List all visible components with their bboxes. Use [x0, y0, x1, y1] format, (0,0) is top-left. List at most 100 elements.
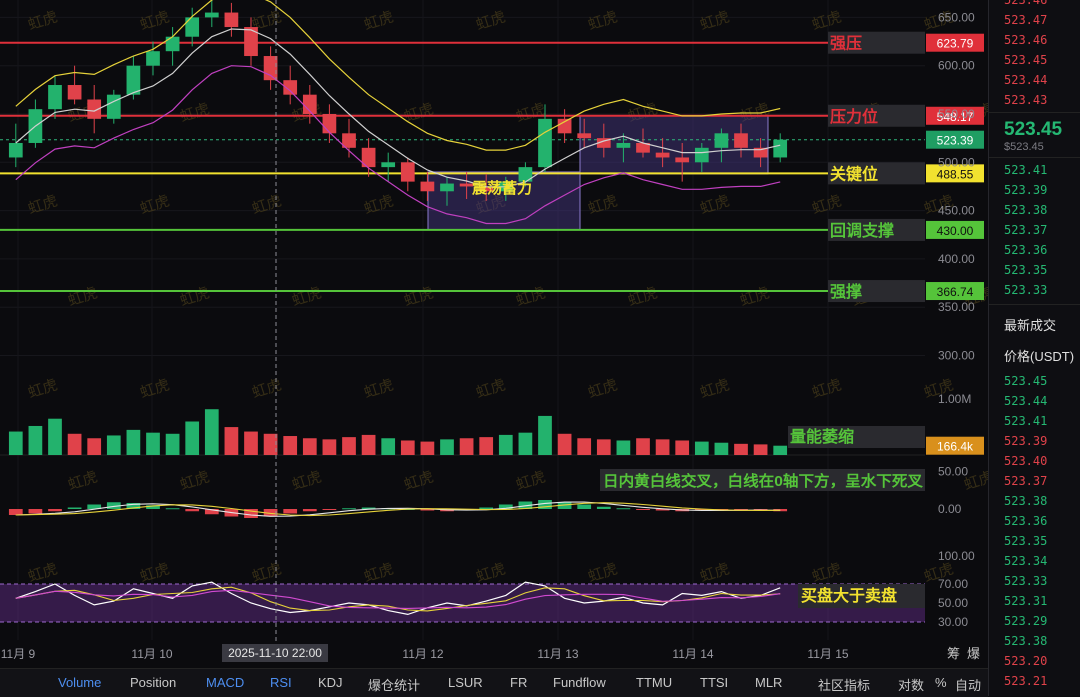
indicator-tab[interactable]: RSI: [270, 675, 292, 690]
trade-price-row[interactable]: 523.33: [1004, 574, 1048, 588]
trade-price-row[interactable]: 523.37: [1004, 474, 1048, 488]
bid-price-row[interactable]: 523.35: [1004, 263, 1048, 277]
ask-price-row[interactable]: 523.46: [1004, 33, 1048, 47]
candle-body: [753, 147, 768, 158]
macd-hist-bar: [185, 509, 200, 512]
indicator-tab[interactable]: %: [935, 675, 947, 690]
macd-hist-bar: [283, 509, 298, 514]
macd-hist-bar: [67, 507, 82, 509]
trade-price-row[interactable]: 523.41: [1004, 414, 1048, 428]
indicator-tab[interactable]: Volume: [58, 675, 102, 690]
trade-price-row[interactable]: 523.35: [1004, 534, 1048, 548]
trade-price-row[interactable]: 523.38: [1004, 634, 1048, 648]
indicator-tab[interactable]: 对数: [898, 678, 925, 693]
indicator-tab[interactable]: 自动: [955, 678, 982, 693]
trade-price-row[interactable]: 523.34: [1004, 554, 1048, 568]
rsi-line: [15, 581, 781, 616]
volume-bar: [538, 415, 552, 455]
ask-price-row[interactable]: 523.45: [1004, 53, 1048, 67]
indicator-tab[interactable]: Fundflow: [553, 675, 606, 690]
volume-bar: [773, 445, 788, 455]
macd-hist-bar: [636, 509, 650, 510]
level-label-bg: [828, 104, 925, 127]
macd-hist-bar: [165, 508, 180, 510]
indicator-tab[interactable]: 爆仓统计: [368, 678, 421, 693]
trade-price-row[interactable]: 523.31: [1004, 594, 1048, 608]
ask-price-row[interactable]: 523.43: [1004, 93, 1048, 107]
macd-hist-bar: [106, 502, 121, 509]
price-tick: 350.00: [938, 300, 975, 314]
trade-price-row[interactable]: 523.44: [1004, 394, 1048, 408]
time-tick: 11月 12: [402, 647, 443, 661]
level-price-box: [926, 220, 984, 239]
volume-bar: [244, 431, 258, 455]
macd-hist-bar: [263, 509, 278, 517]
macd-hist-bar: [655, 509, 670, 511]
indicator-tab[interactable]: TTSI: [700, 675, 729, 690]
indicator-tab[interactable]: TTMU: [636, 675, 673, 690]
candle-body: [577, 133, 592, 139]
level-price-box: [926, 33, 984, 52]
volume-bar: [342, 437, 356, 455]
trade-price-row[interactable]: 523.38: [1004, 494, 1048, 508]
candle-body: [67, 85, 82, 100]
price-tick: 650.00: [938, 10, 975, 24]
volume-bar: [185, 421, 200, 455]
crosshair-time-box: [222, 644, 328, 662]
indicator-tab[interactable]: KDJ: [318, 675, 343, 690]
volume-bar: [557, 433, 572, 455]
bid-price-row[interactable]: 523.37: [1004, 223, 1048, 237]
volume-bar: [361, 434, 376, 455]
rsi-annotation: 买盘大于卖盘: [801, 586, 897, 605]
volume-annotation-bg: [788, 426, 925, 448]
trade-price-row[interactable]: 523.39: [1004, 434, 1048, 448]
bid-price-row[interactable]: 523.39: [1004, 183, 1048, 197]
ask-price-row[interactable]: 523.44: [1004, 73, 1048, 87]
trade-price-row[interactable]: 523.20: [1004, 654, 1048, 668]
volume-current-box: [926, 436, 984, 455]
macd-hist-bar: [420, 509, 435, 511]
trades-title[interactable]: 最新成交: [989, 304, 1080, 340]
macd-hist-bar: [204, 509, 219, 515]
macd-hist-bar: [87, 504, 102, 509]
candle-body: [773, 139, 788, 158]
macd-hist-bar: [302, 509, 317, 512]
indicator-tab[interactable]: Position: [130, 675, 177, 690]
indicator-tab[interactable]: 社区指标: [818, 678, 871, 693]
indicator-tab[interactable]: LSUR: [448, 675, 483, 690]
indicator-tab[interactable]: MACD: [206, 675, 245, 690]
rsi-tick: 100.00: [938, 549, 975, 563]
trade-price-row[interactable]: 523.45: [1004, 374, 1048, 388]
rsi-line-3: [15, 589, 781, 609]
volume-bar: [479, 437, 494, 455]
bid-price-row[interactable]: 523.33: [1004, 283, 1048, 297]
side-label[interactable]: 爆: [967, 646, 980, 661]
level-label-bg: [828, 280, 925, 303]
macd-hist-bar: [734, 509, 748, 510]
bid-price-row[interactable]: 523.38: [1004, 203, 1048, 217]
candle-body: [636, 142, 650, 153]
indicator-tab[interactable]: FR: [510, 675, 528, 690]
volume-bar: [67, 433, 82, 455]
trade-price-row[interactable]: 523.36: [1004, 514, 1048, 528]
trade-price-row[interactable]: 523.40: [1004, 454, 1048, 468]
trade-price-row[interactable]: 523.21: [1004, 674, 1048, 688]
candle-body: [8, 142, 23, 158]
ask-price-row[interactable]: 523.47: [1004, 13, 1048, 27]
volume-bar: [224, 427, 239, 455]
volume-bar: [28, 425, 43, 455]
macd-hist-bar: [596, 506, 611, 509]
side-label[interactable]: 筹: [947, 646, 960, 661]
ask-price-row[interactable]: 523.46: [1004, 0, 1048, 7]
candle-body: [342, 133, 356, 148]
rsi-tick: 50.00: [938, 596, 968, 610]
volume-annotation: 量能萎缩: [790, 427, 854, 446]
level-price-box: [926, 282, 984, 301]
bid-price-row[interactable]: 523.36: [1004, 243, 1048, 257]
trade-price-row[interactable]: 523.29: [1004, 614, 1048, 628]
volume-bar: [381, 438, 396, 455]
indicator-tab[interactable]: MLR: [755, 675, 783, 690]
bid-price-row[interactable]: 523.41: [1004, 163, 1048, 177]
candle-body: [538, 118, 552, 168]
